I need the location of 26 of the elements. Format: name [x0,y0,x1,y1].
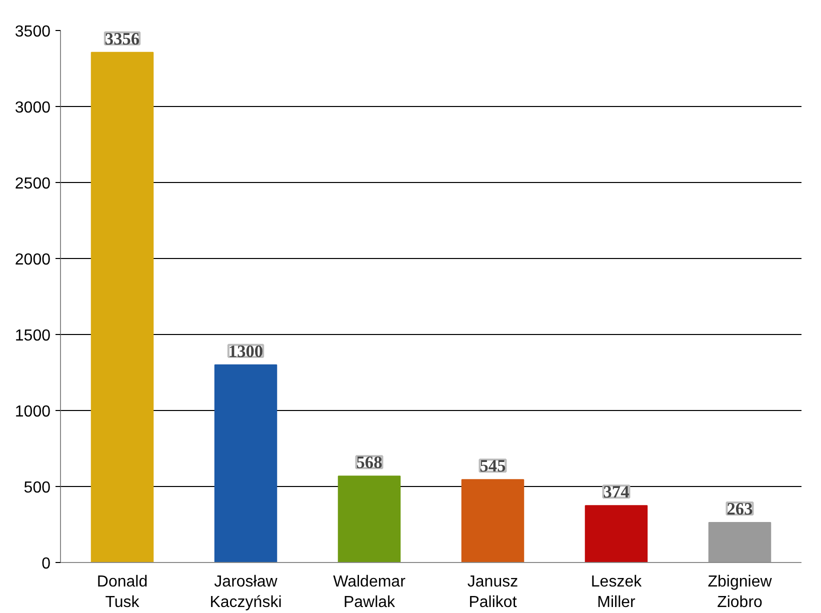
bar [461,479,524,562]
data-label: 545 [480,456,506,476]
x-tick-label: Waldemar Pawlak [333,574,406,611]
y-tick-label: 3000 [14,100,51,116]
x-tick-label: Leszek Miller [590,574,643,611]
y-tick-label: 1500 [14,328,51,344]
bar [584,505,648,562]
bar [90,52,154,562]
y-tick-label: 0 [42,556,51,572]
bar [338,476,401,562]
data-label: 374 [603,482,630,502]
y-tick-label: 500 [24,480,51,496]
y-tick-label: 3500 [14,24,51,40]
y-tick-label: 1000 [14,404,51,420]
y-tick-label: 2500 [14,176,51,192]
data-label: 1300 [228,342,264,361]
bar [708,522,772,562]
y-tick-label: 2000 [14,252,51,268]
x-tick-label: Janusz Palikot [467,574,518,611]
x-tick-label: Zbigniew Ziobro [708,574,772,611]
bar [214,364,278,562]
data-label: 3356 [104,29,140,48]
x-tick-label: Jarosław Kaczyński [210,574,282,611]
data-label: 568 [356,453,383,472]
x-tick-label: Donald Tusk [96,574,148,611]
data-label: 263 [726,500,754,519]
